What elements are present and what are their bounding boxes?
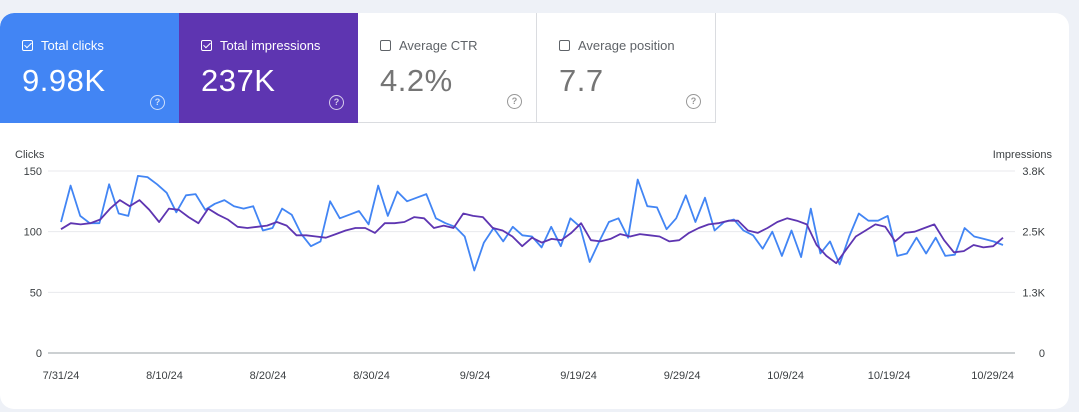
clicks-series-line bbox=[60, 175, 1004, 272]
right-tick-label: 1.3K bbox=[1022, 287, 1045, 299]
total-impressions-card[interactable]: Total impressions 237K ? bbox=[179, 13, 358, 123]
left-tick-label: 50 bbox=[30, 287, 42, 299]
right-axis-title: Impressions bbox=[993, 149, 1053, 161]
checkbox-icon[interactable] bbox=[201, 39, 212, 51]
metric-value: 4.2% bbox=[380, 63, 453, 98]
metric-value: 7.7 bbox=[559, 63, 604, 98]
x-tick-label: 9/9/24 bbox=[460, 370, 491, 382]
help-icon[interactable]: ? bbox=[150, 95, 165, 110]
x-tick-label: 10/29/24 bbox=[971, 370, 1014, 382]
metric-value: 237K bbox=[201, 63, 276, 98]
checkbox-icon[interactable] bbox=[380, 39, 391, 51]
left-tick-label: 0 bbox=[36, 348, 42, 360]
left-tick-label: 100 bbox=[24, 227, 42, 239]
metric-label: Average CTR bbox=[399, 37, 478, 53]
x-tick-label: 8/10/24 bbox=[146, 370, 183, 382]
performance-card: Total clicks 9.98K ? Total impressions 2… bbox=[0, 13, 1069, 409]
left-axis-title: Clicks bbox=[15, 149, 45, 161]
right-tick-label: 2.5K bbox=[1022, 227, 1045, 239]
x-tick-label: 9/29/24 bbox=[664, 370, 701, 382]
metric-label: Total clicks bbox=[41, 37, 104, 53]
left-tick-label: 150 bbox=[24, 166, 42, 178]
total-clicks-card[interactable]: Total clicks 9.98K ? bbox=[0, 13, 179, 123]
help-icon[interactable]: ? bbox=[686, 94, 701, 109]
help-icon[interactable]: ? bbox=[329, 95, 344, 110]
performance-chart[interactable]: Clicks Impressions 150 100 50 0 3.8K 2.5K 1.3… bbox=[0, 123, 1069, 409]
x-tick-label: 8/20/24 bbox=[250, 370, 287, 382]
metric-label: Average position bbox=[578, 37, 675, 53]
x-tick-label: 9/19/24 bbox=[560, 370, 597, 382]
x-tick-label: 7/31/24 bbox=[43, 370, 80, 382]
impressions-series-line bbox=[60, 199, 1004, 265]
metric-label: Total impressions bbox=[220, 37, 321, 53]
x-tick-label: 10/19/24 bbox=[868, 370, 911, 382]
right-tick-label: 0 bbox=[1039, 348, 1045, 360]
metric-tabs: Total clicks 9.98K ? Total impressions 2… bbox=[0, 13, 716, 123]
metric-value: 9.98K bbox=[22, 63, 106, 98]
right-tick-label: 3.8K bbox=[1022, 166, 1045, 178]
checkbox-icon[interactable] bbox=[22, 39, 33, 51]
average-position-card[interactable]: Average position 7.7 ? bbox=[537, 13, 716, 123]
x-tick-label: 10/9/24 bbox=[767, 370, 804, 382]
average-ctr-card[interactable]: Average CTR 4.2% ? bbox=[358, 13, 537, 123]
checkbox-icon[interactable] bbox=[559, 39, 570, 51]
help-icon[interactable]: ? bbox=[507, 94, 522, 109]
x-tick-label: 8/30/24 bbox=[353, 370, 390, 382]
